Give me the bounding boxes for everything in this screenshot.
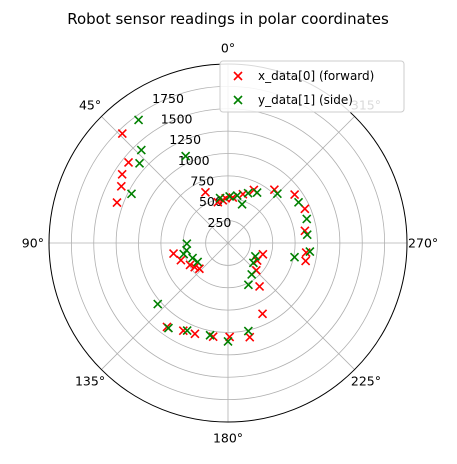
theta-tick-label: 0° (221, 40, 235, 55)
angular-gridline (101, 242, 229, 370)
theta-tick-label: 45° (79, 98, 101, 113)
theta-tick-label: 135° (75, 373, 105, 388)
side-point (272, 189, 282, 199)
forward-point (290, 190, 300, 200)
side-point (223, 336, 233, 347)
forward-point (117, 169, 127, 179)
chart-title: Robot sensor readings in polar coordinat… (67, 10, 389, 28)
legend-x-marker (233, 95, 243, 105)
legend-marker-forward (233, 71, 243, 81)
forward-point (176, 255, 186, 265)
r-tick-label: 250 (208, 215, 232, 230)
theta-tick-label: 90° (22, 236, 44, 251)
side-point (302, 230, 312, 240)
side-point (193, 257, 203, 267)
side-point (179, 249, 189, 259)
side-point (289, 252, 300, 262)
side-point (247, 269, 257, 280)
side-point (243, 188, 253, 198)
side-point (302, 214, 312, 224)
side-point (181, 151, 191, 161)
legend-box (219, 60, 405, 113)
angular-gridline (227, 116, 355, 244)
side-point (126, 189, 137, 199)
r-tick-label: 1000 (178, 153, 210, 168)
side-point (134, 115, 144, 125)
side-point (252, 188, 262, 198)
side-point (243, 280, 253, 290)
side-point (136, 145, 146, 155)
polar-grid (49, 64, 407, 422)
forward-point (301, 256, 311, 266)
side-point (163, 323, 174, 333)
side-point (182, 326, 192, 336)
side-point (225, 191, 235, 202)
radial-tick-labels: 250 500 750 1000 1250 1500 1750 (152, 91, 231, 230)
legend-marker-side (233, 95, 243, 105)
forward-point (254, 281, 265, 292)
legend: x_data[0] (forward) y_data[1] (side) (219, 60, 405, 113)
forward-point (258, 249, 268, 259)
side-point (232, 190, 242, 201)
r-tick-label: 1500 (161, 111, 193, 126)
angular-gridline (227, 242, 355, 370)
side-point (182, 239, 192, 249)
forward-point (178, 326, 188, 336)
side-point (243, 326, 253, 336)
forward-point (112, 198, 122, 208)
side-point (134, 158, 145, 168)
forward-point (123, 157, 134, 168)
side-point (293, 197, 304, 207)
side-point (188, 253, 198, 263)
legend-label-forward: x_data[0] (forward) (258, 69, 374, 83)
side-point (205, 330, 215, 340)
theta-tick-label: 225° (351, 373, 381, 388)
r-tick-label: 500 (199, 194, 223, 209)
forward-point (117, 128, 127, 139)
forward-point (185, 260, 195, 270)
theta-tick-label: 180° (213, 431, 243, 446)
side-point (305, 247, 315, 257)
forward-point (190, 329, 200, 339)
forward-point (168, 249, 179, 259)
angular-gridline (101, 116, 229, 244)
forward-point (257, 309, 268, 319)
forward-point (194, 264, 204, 274)
side-point (250, 251, 260, 261)
r-tick-label: 1250 (169, 132, 201, 147)
side-point (215, 193, 225, 203)
theta-tick-label: 270° (408, 236, 438, 251)
side-point (153, 299, 163, 309)
forward-point (116, 181, 126, 191)
r-tick-label: 1750 (152, 91, 184, 106)
legend-x-marker (233, 71, 243, 81)
data-points (112, 115, 315, 347)
side-point (237, 199, 247, 209)
forward-point (200, 187, 210, 197)
r-tick-label: 750 (190, 173, 214, 188)
side-point (248, 258, 258, 268)
legend-label-side: y_data[1] (side) (258, 93, 353, 107)
